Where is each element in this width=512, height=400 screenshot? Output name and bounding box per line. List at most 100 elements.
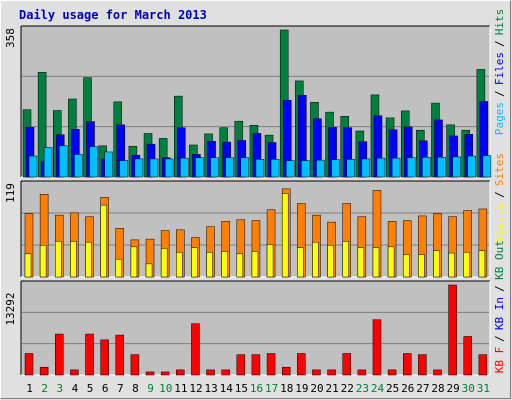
visits-bar <box>327 245 334 278</box>
visits-bar <box>85 241 92 278</box>
legend-visits: Visits <box>493 203 506 243</box>
visits-bar <box>266 244 274 278</box>
day-label: 24 <box>371 382 385 395</box>
pages-bar <box>210 157 219 178</box>
visits-bar <box>448 252 455 278</box>
day-label: 18 <box>280 382 293 395</box>
day-label: 1 <box>26 382 33 395</box>
pages-bar <box>467 155 476 178</box>
visits-bar <box>100 204 107 278</box>
pages-bar <box>285 160 295 178</box>
visits-bar <box>176 252 183 278</box>
pages-bar <box>59 145 68 178</box>
legend-separator: / <box>493 40 506 47</box>
day-label: 28 <box>431 382 444 395</box>
pages-bar <box>43 147 53 178</box>
legend-kbf: KB F <box>493 347 506 374</box>
day-label: 25 <box>386 382 399 395</box>
visits-bar <box>191 247 198 278</box>
visits-bar <box>221 251 228 278</box>
day-label: 16 <box>250 382 263 395</box>
pages-bar <box>346 159 355 178</box>
kbf-bar <box>297 353 306 376</box>
day-label: 15 <box>235 382 248 395</box>
kbf-bar <box>221 369 230 376</box>
panel-3-max-label: 13292 <box>4 292 17 325</box>
kbf-bar <box>39 366 49 376</box>
visits-bar <box>206 252 213 278</box>
pages-bar <box>422 157 431 178</box>
day-label: 8 <box>132 382 139 395</box>
legend-pages: Pages <box>493 102 506 135</box>
pages-bar <box>301 160 310 178</box>
visits-bar <box>297 247 304 278</box>
visits-bar <box>312 241 319 278</box>
pages-bar <box>406 157 416 178</box>
day-label: 12 <box>189 382 202 395</box>
kbf-bar <box>418 354 427 376</box>
visits-bar <box>251 251 259 278</box>
visits-bar <box>387 246 395 278</box>
pages-bar <box>255 159 265 178</box>
day-label: 10 <box>159 382 172 395</box>
visits-bar <box>24 253 32 278</box>
pages-bar <box>149 158 159 178</box>
kbf-bar <box>402 353 412 376</box>
pages-bar <box>452 156 461 178</box>
kbf-bar <box>85 333 94 376</box>
kbf-bar <box>387 369 397 376</box>
kbf-bar <box>357 369 367 376</box>
visits-bar <box>478 250 486 278</box>
visits-bar <box>402 254 410 278</box>
visits-bar <box>39 245 47 278</box>
pages-bar <box>134 158 144 178</box>
kbf-bar <box>160 371 170 376</box>
kbf-bar <box>176 369 185 376</box>
pages-bar <box>331 159 340 178</box>
kbf-bar <box>191 323 200 376</box>
panel-2-max-label: 119 <box>4 183 17 203</box>
visits-bar <box>145 263 153 278</box>
visits-bar <box>70 241 77 278</box>
day-label: 29 <box>447 382 460 395</box>
day-label: 21 <box>326 382 339 395</box>
pages-bar <box>391 157 401 178</box>
kbf-bar <box>312 369 321 376</box>
day-label: 27 <box>416 382 429 395</box>
visits-bar <box>463 252 470 278</box>
kbf-bar <box>327 369 336 376</box>
legend-hits: Hits <box>493 9 506 36</box>
visits-bar <box>357 247 365 278</box>
visits-bar <box>115 258 123 278</box>
kbf-bar <box>448 284 457 376</box>
visits-bar <box>372 247 380 278</box>
visits-bar <box>418 254 425 278</box>
legend-sites: Sites <box>493 153 506 186</box>
day-label: 2 <box>41 382 48 395</box>
day-label: 30 <box>462 382 475 395</box>
day-label: 17 <box>265 382 278 395</box>
kbf-bar <box>70 369 79 376</box>
kbf-bar <box>145 371 155 376</box>
kbf-bar <box>478 354 488 376</box>
legend-kbout: KB Out <box>493 240 506 280</box>
kbf-bar <box>433 369 442 376</box>
pages-bar <box>74 154 83 178</box>
pages-bar <box>482 155 492 178</box>
pages-bar <box>195 157 204 178</box>
kbf-bar <box>206 369 215 376</box>
day-label: 4 <box>72 382 79 395</box>
legend-kbin: KB In <box>493 297 506 330</box>
day-label: 3 <box>57 382 64 395</box>
visits-bar <box>55 241 62 278</box>
day-label: 6 <box>102 382 109 395</box>
pages-bar <box>28 155 38 178</box>
day-label: 9 <box>147 382 154 395</box>
visits-bar <box>236 253 244 278</box>
legend-separator: / <box>493 191 506 198</box>
kbf-bar <box>372 319 382 376</box>
kbf-bar <box>55 333 64 376</box>
day-label: 19 <box>295 382 308 395</box>
